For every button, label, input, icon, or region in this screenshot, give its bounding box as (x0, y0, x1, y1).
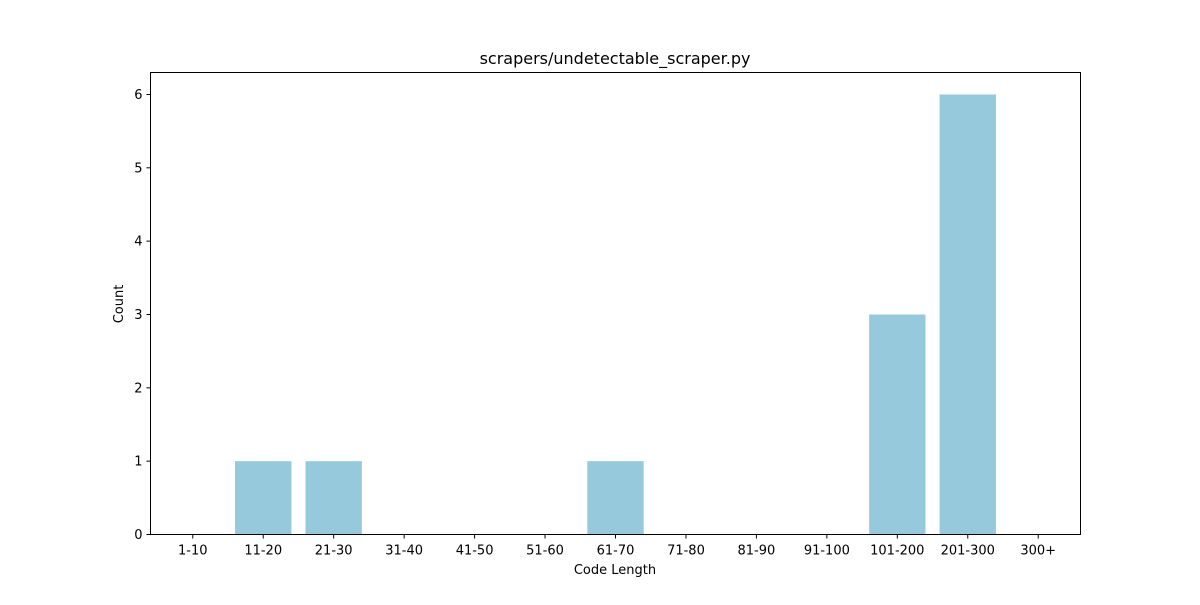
plot-area-frame (150, 72, 1081, 535)
x-tick-label: 81-90 (738, 544, 776, 559)
bar-201-300 (939, 94, 996, 535)
x-tick-label: 101-200 (870, 544, 924, 559)
y-tick-label: 4 (134, 235, 142, 250)
x-tick-label: 11-20 (244, 544, 282, 559)
x-tick-label: 51-60 (526, 544, 564, 559)
bars-layer (235, 94, 996, 535)
y-tick-label: 3 (134, 308, 142, 323)
x-tick-label: 71-80 (667, 544, 705, 559)
bar-11-20 (235, 461, 292, 535)
y-tick-label: 2 (134, 381, 142, 396)
x-tick-label: 1-10 (178, 544, 208, 559)
x-tick-label: 31-40 (385, 544, 423, 559)
bar-21-30 (305, 461, 362, 535)
bar-101-200 (869, 314, 926, 535)
x-tick-label: 91-100 (804, 544, 850, 559)
y-tick-label: 1 (134, 455, 142, 470)
y-tick-label: 5 (134, 161, 142, 176)
y-tick-label: 0 (134, 528, 142, 543)
x-axis-ticks: 1-10 11-20 21-30 31-40 41-50 51-60 61-70 71-80 8… (178, 534, 1056, 559)
x-tick-label: 41-50 (456, 544, 494, 559)
x-tick-label: 21-30 (315, 544, 353, 559)
x-tick-label: 61-70 (597, 544, 635, 559)
y-axis-label: Count (112, 285, 127, 324)
chart-title: scrapers/undetectable_scraper.py (480, 49, 751, 69)
y-tick-label: 6 (134, 88, 142, 103)
x-axis-label: Code Length (574, 563, 656, 578)
x-tick-label: 300+ (1020, 544, 1056, 559)
x-tick-label: 201-300 (941, 544, 995, 559)
y-axis-ticks: 0 1 2 3 4 5 6 (134, 88, 151, 543)
bar-61-70 (587, 461, 644, 535)
